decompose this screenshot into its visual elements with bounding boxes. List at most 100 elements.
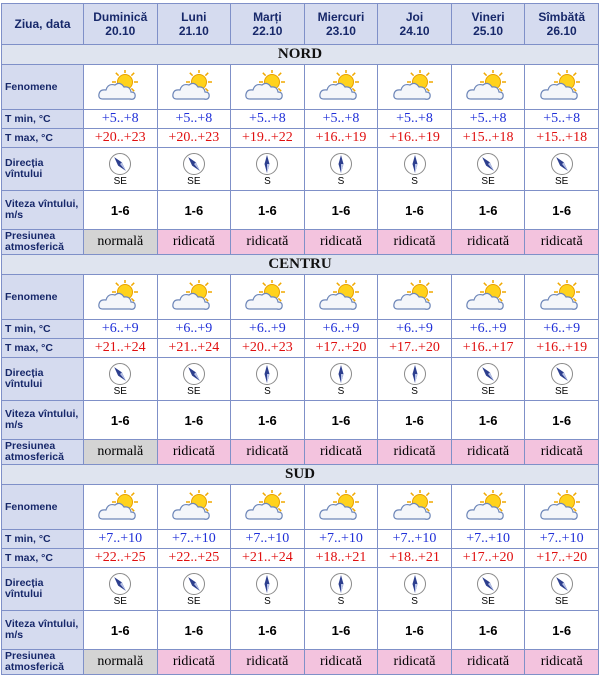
wind-direction: SE [481, 385, 495, 397]
weather-icon [319, 280, 359, 310]
t-max-row: T max, °C +21..+24 +21..+24 +20..+23 +17..+2… [1, 338, 599, 358]
t-max-value: +20..+23 [230, 338, 305, 358]
wind-compass [403, 152, 426, 175]
wind-compass [182, 572, 205, 595]
region-row: SUD [1, 464, 599, 485]
row-label: Direcția vîntului [1, 567, 84, 611]
row-label: T max, °C [1, 128, 84, 148]
weather-icon [392, 280, 433, 310]
wind-direction: SE [187, 595, 201, 607]
wind-direction: S [411, 175, 418, 187]
pressure-value: ridicată [156, 439, 232, 465]
weather-icon [245, 490, 286, 520]
pressure-value: normală [83, 649, 158, 675]
wind-direction-cell: SE [450, 567, 526, 611]
weather-cell [450, 64, 526, 110]
row-label: T min, °C [1, 109, 84, 129]
t-max-value: +21..+24 [156, 338, 232, 358]
phenomena-row: Fenomene [1, 484, 599, 530]
wind-compass [329, 572, 352, 595]
wind-speed-value: 1-6 [156, 400, 232, 440]
wind-compass [109, 362, 132, 385]
weather-icon [172, 280, 212, 310]
wind-compass [256, 362, 279, 385]
wind-direction-row: Direcția vîntului SE SE S S S SE SE [1, 357, 599, 401]
wind-speed-value: 1-6 [303, 190, 379, 230]
wind-direction-cell: S [230, 567, 305, 611]
day-name: Sîmbătă [538, 10, 586, 24]
wind-speed-value: 1-6 [524, 610, 599, 650]
weather-icon [466, 490, 507, 520]
wind-direction: S [337, 595, 345, 607]
wind-direction-cell: SE [450, 357, 526, 401]
wind-direction: SE [555, 175, 569, 187]
day-date: 25.10 [473, 24, 504, 38]
weather-cell [156, 484, 232, 530]
weather-icon [172, 70, 212, 100]
weather-cell [83, 274, 158, 320]
day-header: Sîmbătă 26.10 [524, 3, 599, 45]
t-min-value: +7..+10 [83, 529, 158, 549]
day-date: 26.10 [546, 24, 577, 38]
wind-speed-value: 1-6 [524, 190, 599, 230]
wind-direction: SE [481, 595, 495, 607]
weather-cell [303, 64, 379, 110]
t-max-value: +20..+23 [156, 128, 232, 148]
weather-cell [377, 274, 452, 320]
pressure-value: ridicată [450, 649, 526, 675]
t-max-value: +22..+25 [156, 548, 232, 568]
wind-compass [550, 572, 573, 595]
pressure-value: ridicată [303, 439, 379, 465]
t-max-value: +16..+19 [524, 338, 599, 358]
t-min-value: +7..+10 [377, 529, 452, 549]
weather-icon [466, 70, 507, 100]
wind-speed-value: 1-6 [450, 190, 526, 230]
wind-direction: SE [481, 175, 495, 187]
row-label: Presiunea atmosferică [1, 229, 84, 255]
wind-direction-cell: S [303, 567, 379, 611]
day-name: Vineri [471, 10, 505, 24]
wind-direction: SE [555, 385, 569, 397]
t-min-value: +7..+10 [303, 529, 379, 549]
wind-compass [477, 152, 500, 175]
pressure-value: ridicată [303, 649, 379, 675]
wind-direction-cell: SE [156, 147, 232, 191]
phenomena-row: Fenomene [1, 64, 599, 110]
row-label: Presiunea atmosferică [1, 649, 84, 675]
t-max-value: +22..+25 [83, 548, 158, 568]
wind-speed-value: 1-6 [377, 190, 452, 230]
wind-speed-value: 1-6 [377, 610, 452, 650]
t-min-value: +5..+8 [156, 109, 232, 129]
t-max-value: +16..+17 [450, 338, 526, 358]
wind-direction-cell: SE [524, 147, 599, 191]
t-max-value: +17..+20 [450, 548, 526, 568]
wind-speed-value: 1-6 [377, 400, 452, 440]
wind-direction: S [411, 595, 418, 607]
wind-direction-cell: SE [156, 357, 232, 401]
weather-cell [83, 484, 158, 530]
day-date: 21.10 [178, 24, 209, 38]
row-label: Presiunea atmosferică [1, 439, 84, 465]
weather-cell [524, 484, 599, 530]
weather-cell [524, 64, 599, 110]
pressure-value: normală [83, 229, 158, 255]
t-min-value: +5..+8 [230, 109, 305, 129]
day-date: 24.10 [399, 24, 430, 38]
region-row: CENTRU [1, 254, 599, 275]
t-max-value: +17..+20 [377, 338, 452, 358]
t-min-value: +6..+9 [83, 319, 158, 339]
wind-compass [329, 362, 352, 385]
wind-speed-value: 1-6 [156, 190, 232, 230]
wind-direction: S [337, 385, 345, 397]
weather-icon [245, 280, 286, 310]
t-max-value: +21..+24 [230, 548, 305, 568]
wind-speed-value: 1-6 [303, 610, 379, 650]
wind-direction-cell: SE [83, 147, 158, 191]
t-max-row: T max, °C +20..+23 +20..+23 +19..+22 +16..+1… [1, 128, 599, 148]
t-max-value: +18..+21 [377, 548, 452, 568]
pressure-value: ridicată [230, 649, 305, 675]
wind-direction: SE [555, 595, 569, 607]
t-min-value: +7..+10 [524, 529, 599, 549]
weather-cell [303, 484, 379, 530]
